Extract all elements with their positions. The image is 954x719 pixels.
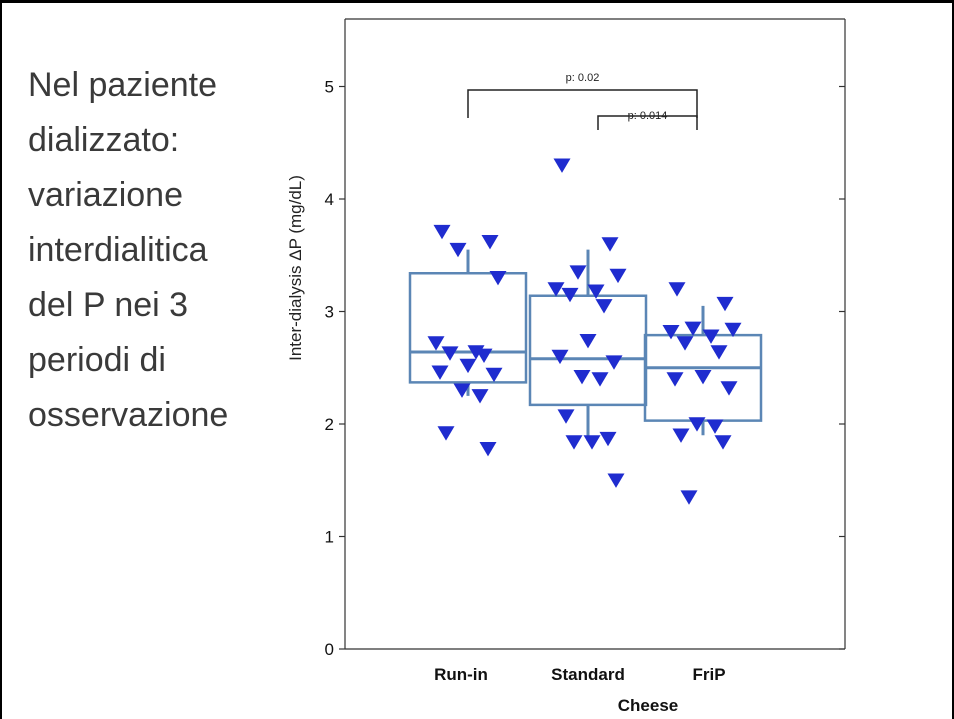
y-tick-label: 1: [325, 528, 334, 547]
data-point: [601, 237, 619, 252]
y-tick-label: 2: [325, 415, 334, 434]
data-point: [579, 333, 597, 349]
caption-line: osservazione: [28, 396, 229, 434]
data-point: [551, 349, 569, 365]
y-ticks: 0 1 2 3 4 5: [325, 78, 845, 659]
data-point: [553, 158, 571, 173]
significance-bracket: [467, 89, 698, 118]
data-point: [609, 268, 627, 284]
data-point: [573, 369, 591, 385]
data-point: [676, 336, 694, 351]
data-point: [479, 441, 497, 457]
data-point: [441, 346, 459, 361]
caption-line: Nel paziente: [28, 66, 218, 104]
data-point: [694, 369, 712, 385]
box-iqr: [408, 272, 528, 384]
data-point: [485, 367, 503, 383]
data-point: [489, 270, 507, 286]
p-value-label: p: 0.014: [628, 110, 668, 122]
data-point: [591, 372, 609, 387]
x-category-label: FriP: [692, 665, 725, 684]
data-point: [449, 242, 467, 258]
caption-line: periodi di: [28, 341, 166, 379]
data-point: [587, 284, 605, 299]
boxes: [408, 249, 763, 441]
box-iqr: [528, 294, 648, 407]
data-point: [706, 419, 724, 434]
x-category-label: Run-in: [434, 665, 488, 684]
slide-caption: Nel paziente dializzato: variazione inte…: [28, 58, 263, 443]
significance-bracket: [597, 115, 698, 130]
y-tick-label: 0: [325, 640, 334, 659]
data-point: [710, 345, 728, 360]
data-point: [716, 296, 734, 312]
data-point: [714, 435, 732, 450]
y-tick-label: 5: [325, 78, 334, 97]
caption-line: dializzato:: [28, 121, 180, 159]
data-point: [557, 409, 575, 424]
data-point: [607, 473, 625, 488]
p-value-label: p: 0.02: [566, 72, 600, 84]
data-point: [599, 431, 617, 447]
caption-line: variazione: [28, 176, 183, 214]
data-point: [565, 435, 583, 450]
data-point: [672, 428, 690, 443]
data-point: [481, 234, 499, 250]
chart-panel: 0 1 2 3 4 5 Inter-dialysis ΔP (mg/dL) p: 0.02…: [263, 3, 871, 719]
axes: [344, 18, 846, 650]
data-point: [605, 355, 623, 370]
data-point: [471, 389, 489, 404]
y-tick-label: 4: [325, 190, 334, 209]
data-point: [666, 372, 684, 387]
data-points: [427, 158, 742, 505]
caption-line: interdialitica: [28, 231, 208, 269]
data-point: [702, 329, 720, 344]
y-tick-label: 3: [325, 303, 334, 322]
data-point: [583, 435, 601, 450]
x-axis-label: Cheese: [618, 696, 678, 715]
data-point: [684, 321, 702, 337]
caption-line: del P nei 3: [28, 286, 189, 324]
data-point: [688, 417, 706, 432]
data-point: [427, 336, 445, 351]
data-point: [595, 299, 613, 314]
data-point: [662, 324, 680, 340]
data-point: [547, 282, 565, 297]
data-point: [459, 358, 477, 374]
data-point: [720, 381, 738, 396]
data-point: [437, 426, 455, 441]
box-plot-chart: 0 1 2 3 4 5 Inter-dialysis ΔP (mg/dL) p: 0.02…: [286, 18, 846, 715]
data-point: [433, 224, 451, 240]
data-point: [431, 365, 449, 380]
significance-brackets: p: 0.02 p: 0.014: [467, 72, 698, 130]
data-point: [668, 282, 686, 297]
category-labels: Run-in Standard FriP: [434, 665, 725, 684]
data-point: [680, 490, 698, 505]
data-point: [453, 383, 471, 398]
x-category-label: Standard: [551, 665, 625, 684]
data-point: [561, 287, 579, 303]
data-point: [475, 348, 493, 364]
data-point: [724, 322, 742, 338]
y-axis-label: Inter-dialysis ΔP (mg/dL): [286, 175, 305, 361]
data-point: [569, 265, 587, 280]
